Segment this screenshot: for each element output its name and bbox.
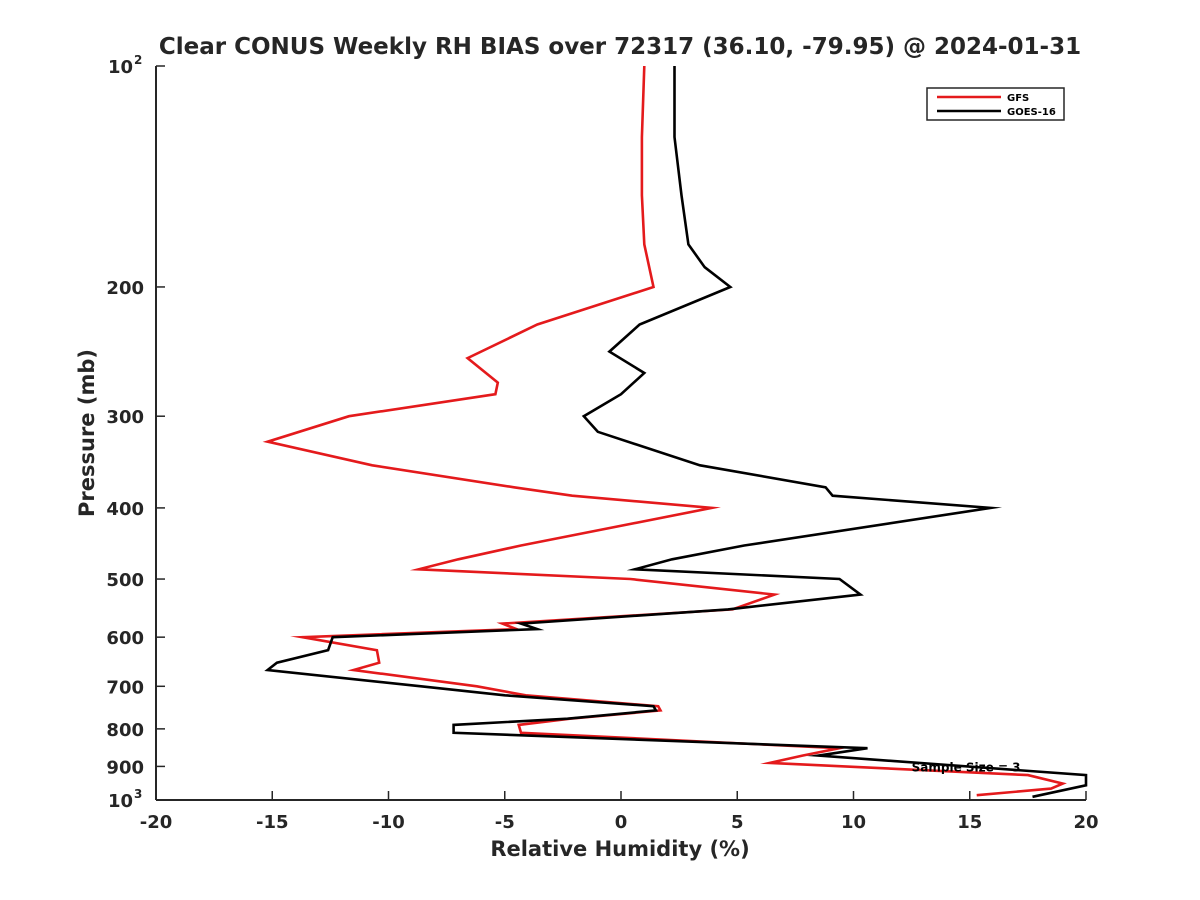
legend: GFS GOES-16 [926,87,1065,121]
x-tick-label: -15 [256,812,289,833]
x-tick-label: -20 [140,812,173,833]
y-tick-label: 400 [106,499,144,520]
y-tick-label: 700 [106,677,144,698]
x-tick-label: 20 [1073,812,1098,833]
legend-entry-label: GOES-16 [1007,107,1056,118]
y-tick-label: 10 [108,791,133,812]
y-tick-label: 500 [106,570,144,591]
legend-box [926,87,1065,121]
chart-title: Clear CONUS Weekly RH BIAS over 72317 (3… [159,34,1081,60]
x-tick-label: 5 [731,812,744,833]
y-tick-label: 900 [106,757,144,778]
legend-entry-label: GFS [1007,93,1029,104]
x-axis-label: Relative Humidity (%) [490,837,749,861]
y-tick-exponent: 3 [134,787,142,801]
y-tick-label: 10 [108,57,133,78]
x-tick-label: -10 [372,812,405,833]
x-tick-label: -5 [495,812,515,833]
series-lines [262,65,1088,799]
y-axis-label: Pressure (mb) [75,349,99,517]
x-tick-label: 10 [841,812,866,833]
series-line-gfs [262,65,1067,797]
y-tick-label: 800 [106,720,144,741]
x-tick-label: 0 [615,812,628,833]
y-tick-label: 300 [106,407,144,428]
series-line-goes-16 [264,66,1088,799]
sample-size-annotation: Sample Size = 3 [912,760,1021,774]
y-tick-label: 200 [106,278,144,299]
y-tick-exponent: 2 [134,53,142,67]
x-tick-label: 15 [957,812,982,833]
y-tick-label: 600 [106,628,144,649]
